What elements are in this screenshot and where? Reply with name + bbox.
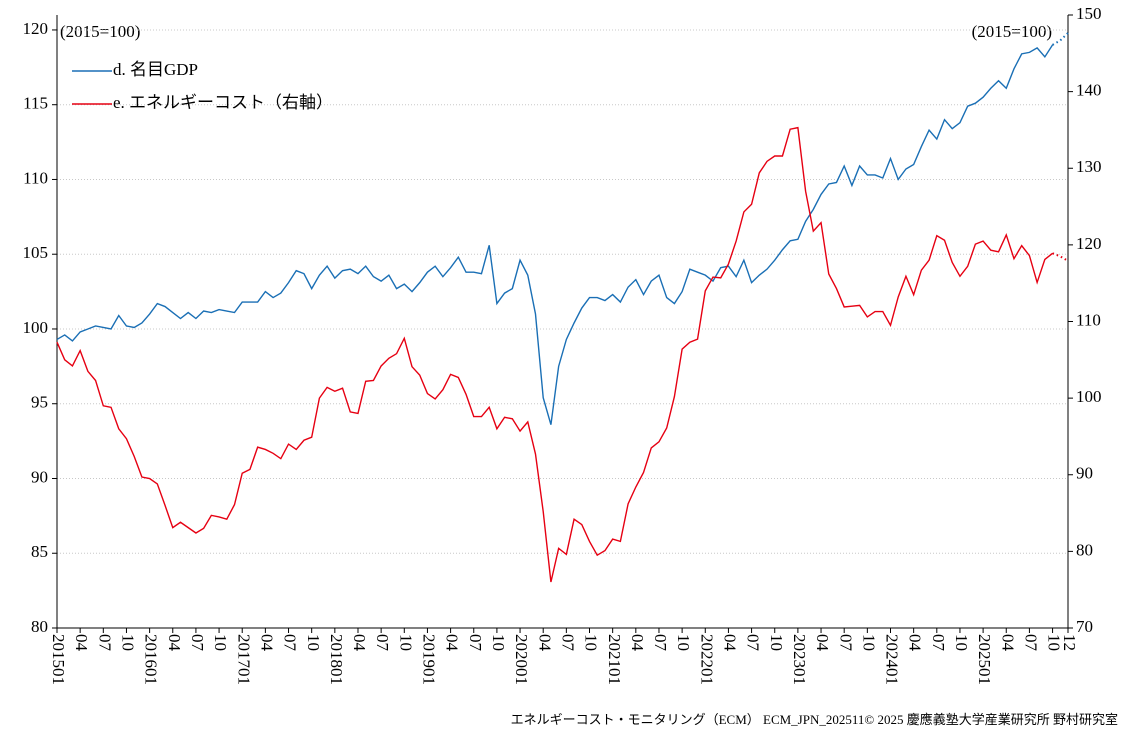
x-tick-label: 07 bbox=[558, 634, 577, 652]
legend-label: e. エネルギーコスト（右軸） bbox=[113, 93, 333, 112]
y2-tick-label: 80 bbox=[1076, 540, 1093, 559]
x-tick-label: 04 bbox=[535, 634, 554, 652]
x-tick-label: 201801 bbox=[327, 634, 346, 685]
x-tick-label: 10 bbox=[952, 634, 971, 651]
legend-label: d. 名目GDP bbox=[113, 60, 198, 79]
x-tick-label: 04 bbox=[998, 634, 1017, 652]
y-tick-label: 100 bbox=[23, 318, 49, 337]
y2-tick-label: 70 bbox=[1076, 617, 1093, 636]
x-tick-label: 04 bbox=[443, 634, 462, 652]
x-tick-label: 201601 bbox=[142, 634, 161, 685]
x-tick-label: 07 bbox=[466, 634, 485, 652]
unit-annotation-right: (2015=100) bbox=[972, 22, 1052, 41]
footer: エネルギーコスト・モニタリング（ECM） ECM_JPN_202511© 202… bbox=[511, 712, 1118, 727]
y-tick-label: 90 bbox=[31, 467, 48, 486]
unit-annotation-left: (2015=100) bbox=[60, 22, 140, 41]
x-tick-label: 202101 bbox=[605, 634, 624, 685]
x-tick-label: 04 bbox=[628, 634, 647, 652]
y2-tick-label: 140 bbox=[1076, 81, 1102, 100]
x-tick-label: 201901 bbox=[420, 634, 439, 685]
x-tick-label: 202201 bbox=[697, 634, 716, 685]
x-tick-label: 07 bbox=[929, 634, 948, 652]
x-tick-label: 04 bbox=[72, 634, 91, 652]
x-tick-label: 07 bbox=[373, 634, 392, 652]
x-tick-label: 10 bbox=[211, 634, 230, 651]
x-tick-label: 10 bbox=[489, 634, 508, 651]
x-tick-label: 10 bbox=[304, 634, 323, 651]
x-tick-label: 10 bbox=[582, 634, 601, 651]
x-tick-label: 10 bbox=[1045, 634, 1064, 651]
series-line-dotted bbox=[1052, 252, 1069, 262]
y-tick-label: 105 bbox=[23, 243, 49, 262]
x-tick-label: 07 bbox=[95, 634, 114, 652]
x-tick-label: 07 bbox=[836, 634, 855, 652]
y-tick-label: 120 bbox=[23, 19, 49, 38]
x-tick-label: 10 bbox=[767, 634, 786, 651]
x-tick-label: 202501 bbox=[975, 634, 994, 685]
series-line bbox=[56, 126, 1053, 583]
y-tick-label: 80 bbox=[31, 617, 48, 636]
x-tick-label: 07 bbox=[651, 634, 670, 652]
x-tick-label: 04 bbox=[813, 634, 832, 652]
series-line-dotted bbox=[1052, 32, 1069, 46]
x-tick-label: 07 bbox=[281, 634, 300, 652]
x-tick-label: 10 bbox=[119, 634, 138, 651]
x-tick-label: 04 bbox=[165, 634, 184, 652]
y-tick-label: 85 bbox=[31, 542, 48, 561]
x-tick-label: 202301 bbox=[790, 634, 809, 685]
x-tick-label: 10 bbox=[859, 634, 878, 651]
y-tick-label: 95 bbox=[31, 393, 48, 412]
x-tick-label: 07 bbox=[1022, 634, 1041, 652]
x-tick-label: 07 bbox=[188, 634, 207, 652]
x-tick-label: 07 bbox=[744, 634, 763, 652]
x-tick-label: 10 bbox=[396, 634, 415, 651]
x-tick-label: 04 bbox=[257, 634, 276, 652]
x-tick-label: 201501 bbox=[49, 634, 68, 685]
y2-tick-label: 130 bbox=[1076, 157, 1102, 176]
x-tick-label: 12 bbox=[1060, 634, 1079, 651]
y2-tick-label: 100 bbox=[1076, 387, 1102, 406]
y-tick-label: 115 bbox=[23, 94, 48, 113]
x-tick-label: 202001 bbox=[512, 634, 531, 685]
y2-tick-label: 120 bbox=[1076, 234, 1102, 253]
x-tick-label: 202401 bbox=[883, 634, 902, 685]
x-tick-label: 04 bbox=[721, 634, 740, 652]
y-tick-label: 110 bbox=[23, 168, 48, 187]
x-tick-label: 10 bbox=[674, 634, 693, 651]
series-line bbox=[56, 44, 1054, 425]
y2-tick-label: 90 bbox=[1076, 464, 1093, 483]
x-tick-label: 04 bbox=[350, 634, 369, 652]
x-tick-label: 04 bbox=[906, 634, 925, 652]
y2-tick-label: 110 bbox=[1076, 310, 1101, 329]
x-tick-label: 201701 bbox=[234, 634, 253, 685]
y2-tick-label: 150 bbox=[1076, 4, 1102, 23]
